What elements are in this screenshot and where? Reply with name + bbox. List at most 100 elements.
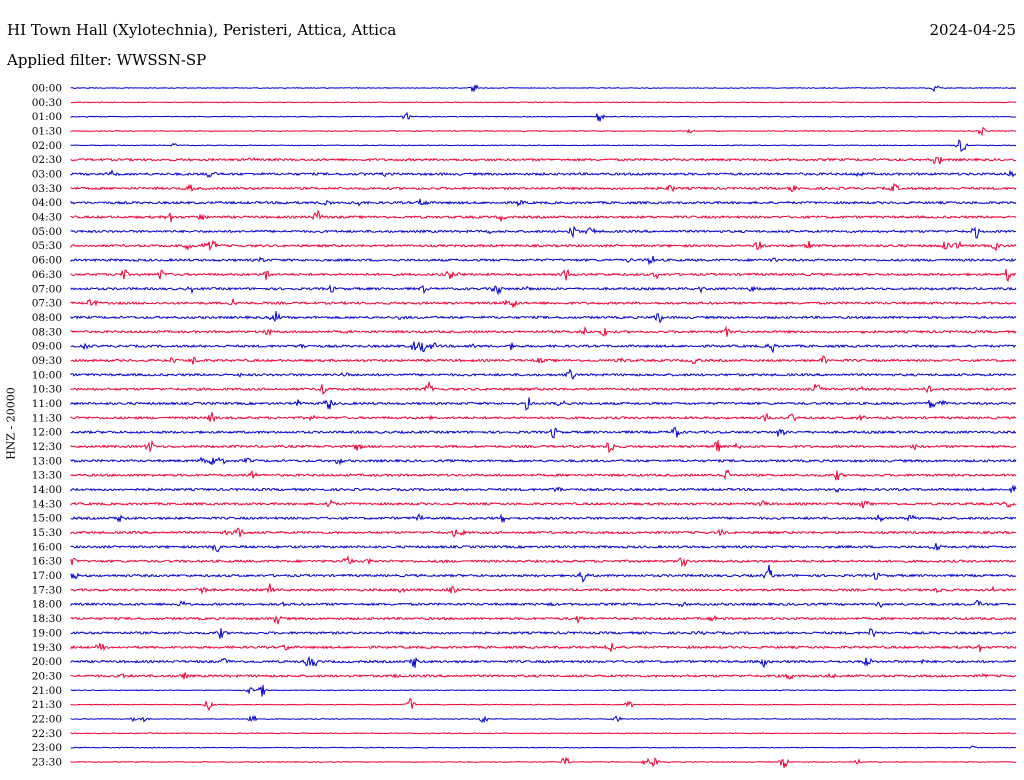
row-label-2300: 23:00 (32, 742, 62, 754)
row-label-1930: 19:30 (32, 642, 62, 654)
trace-1900 (70, 628, 1017, 639)
trace-2330 (70, 757, 1017, 768)
row-label-2130: 21:30 (32, 699, 62, 711)
row-label-1200: 12:00 (32, 427, 62, 439)
trace-0300 (70, 169, 1017, 178)
trace-0130 (70, 126, 1017, 137)
trace-2130 (70, 697, 1017, 712)
trace-1500 (70, 513, 1017, 524)
row-label-1630: 16:30 (32, 556, 62, 568)
row-label-0230: 02:30 (32, 154, 62, 166)
trace-0530 (70, 239, 1017, 252)
trace-2200 (70, 714, 1017, 724)
row-label-2100: 21:00 (32, 685, 62, 697)
trace-1530 (70, 527, 1017, 538)
row-label-1300: 13:00 (32, 455, 62, 467)
row-label-1800: 18:00 (32, 599, 62, 611)
row-label-1230: 12:30 (32, 441, 62, 453)
row-label-0500: 05:00 (32, 226, 62, 238)
row-label-2330: 23:30 (32, 756, 62, 768)
trace-1400 (70, 484, 1017, 494)
row-label-0600: 06:00 (32, 255, 62, 267)
trace-1600 (70, 543, 1017, 553)
row-label-0130: 01:30 (32, 126, 62, 138)
trace-0930 (70, 355, 1017, 365)
row-label-0900: 09:00 (32, 341, 62, 353)
trace-1130 (70, 412, 1017, 423)
row-label-1700: 17:00 (32, 570, 62, 582)
row-label-1330: 13:30 (32, 470, 62, 482)
row-label-0830: 08:30 (32, 326, 62, 338)
date-label: 2024-04-25 (929, 21, 1016, 39)
trace-0030 (70, 101, 1017, 104)
row-label-0430: 04:30 (32, 212, 62, 224)
row-label-0700: 07:00 (32, 283, 62, 295)
trace-2230 (70, 732, 1017, 735)
row-label-0630: 06:30 (32, 269, 62, 281)
trace-1730 (70, 583, 1017, 595)
row-label-0200: 02:00 (32, 140, 62, 152)
row-label-2230: 22:30 (32, 728, 62, 740)
row-label-1500: 15:00 (32, 513, 62, 525)
trace-1000 (70, 368, 1017, 380)
trace-1830 (70, 614, 1017, 625)
row-label-2000: 20:00 (32, 656, 62, 668)
trace-1630 (70, 555, 1017, 568)
trace-2300 (70, 745, 1017, 749)
trace-0230 (70, 156, 1017, 165)
row-label-0400: 04:00 (32, 197, 62, 209)
row-label-1430: 14:30 (32, 498, 62, 510)
row-label-0330: 03:30 (32, 183, 62, 195)
station-title: HI Town Hall (Xylotechnia), Peristeri, A… (7, 21, 397, 39)
trace-0600 (70, 255, 1017, 266)
row-label-2200: 22:00 (32, 713, 62, 725)
row-label-1030: 10:30 (32, 384, 62, 396)
row-label-1400: 14:00 (32, 484, 62, 496)
row-label-2030: 20:30 (32, 670, 62, 682)
row-label-0800: 08:00 (32, 312, 62, 324)
trace-0330 (70, 182, 1017, 193)
trace-1230 (70, 439, 1017, 454)
trace-0830 (70, 325, 1017, 337)
row-label-0930: 09:30 (32, 355, 62, 367)
trace-1330 (70, 469, 1017, 481)
row-label-1000: 10:00 (32, 369, 62, 381)
trace-0400 (70, 198, 1017, 208)
row-label-0000: 00:00 (32, 83, 62, 95)
trace-0800 (70, 311, 1017, 324)
row-label-1730: 17:30 (32, 584, 62, 596)
trace-1800 (70, 599, 1017, 609)
trace-0900 (70, 341, 1017, 354)
row-label-0530: 05:30 (32, 240, 62, 252)
trace-0430 (70, 209, 1017, 223)
row-label-1830: 18:30 (32, 613, 62, 625)
trace-0700 (70, 284, 1017, 296)
row-label-1600: 16:00 (32, 541, 62, 553)
row-label-0300: 03:00 (32, 169, 62, 181)
row-label-1130: 11:30 (32, 412, 62, 424)
trace-2030 (70, 672, 1017, 680)
trace-1430 (70, 499, 1017, 509)
trace-0500 (70, 225, 1017, 239)
row-label-1100: 11:00 (32, 398, 62, 410)
row-label-0730: 07:30 (32, 298, 62, 310)
trace-0000 (70, 84, 1017, 93)
trace-1030 (70, 381, 1017, 396)
filter-label: Applied filter: WWSSN-SP (7, 51, 207, 69)
trace-0730 (70, 298, 1017, 308)
trace-1200 (70, 426, 1017, 439)
trace-0630 (70, 268, 1017, 283)
row-label-1530: 15:30 (32, 527, 62, 539)
row-label-1900: 19:00 (32, 627, 62, 639)
trace-2100 (70, 684, 1017, 697)
trace-2000 (70, 655, 1017, 669)
trace-0100 (70, 111, 1017, 122)
row-label-0030: 00:30 (32, 97, 62, 109)
row-label-0100: 01:00 (32, 111, 62, 123)
trace-1930 (70, 642, 1017, 653)
trace-1700 (70, 564, 1017, 583)
trace-1100 (70, 397, 1017, 411)
trace-0200 (70, 139, 1017, 152)
trace-1300 (70, 456, 1017, 466)
